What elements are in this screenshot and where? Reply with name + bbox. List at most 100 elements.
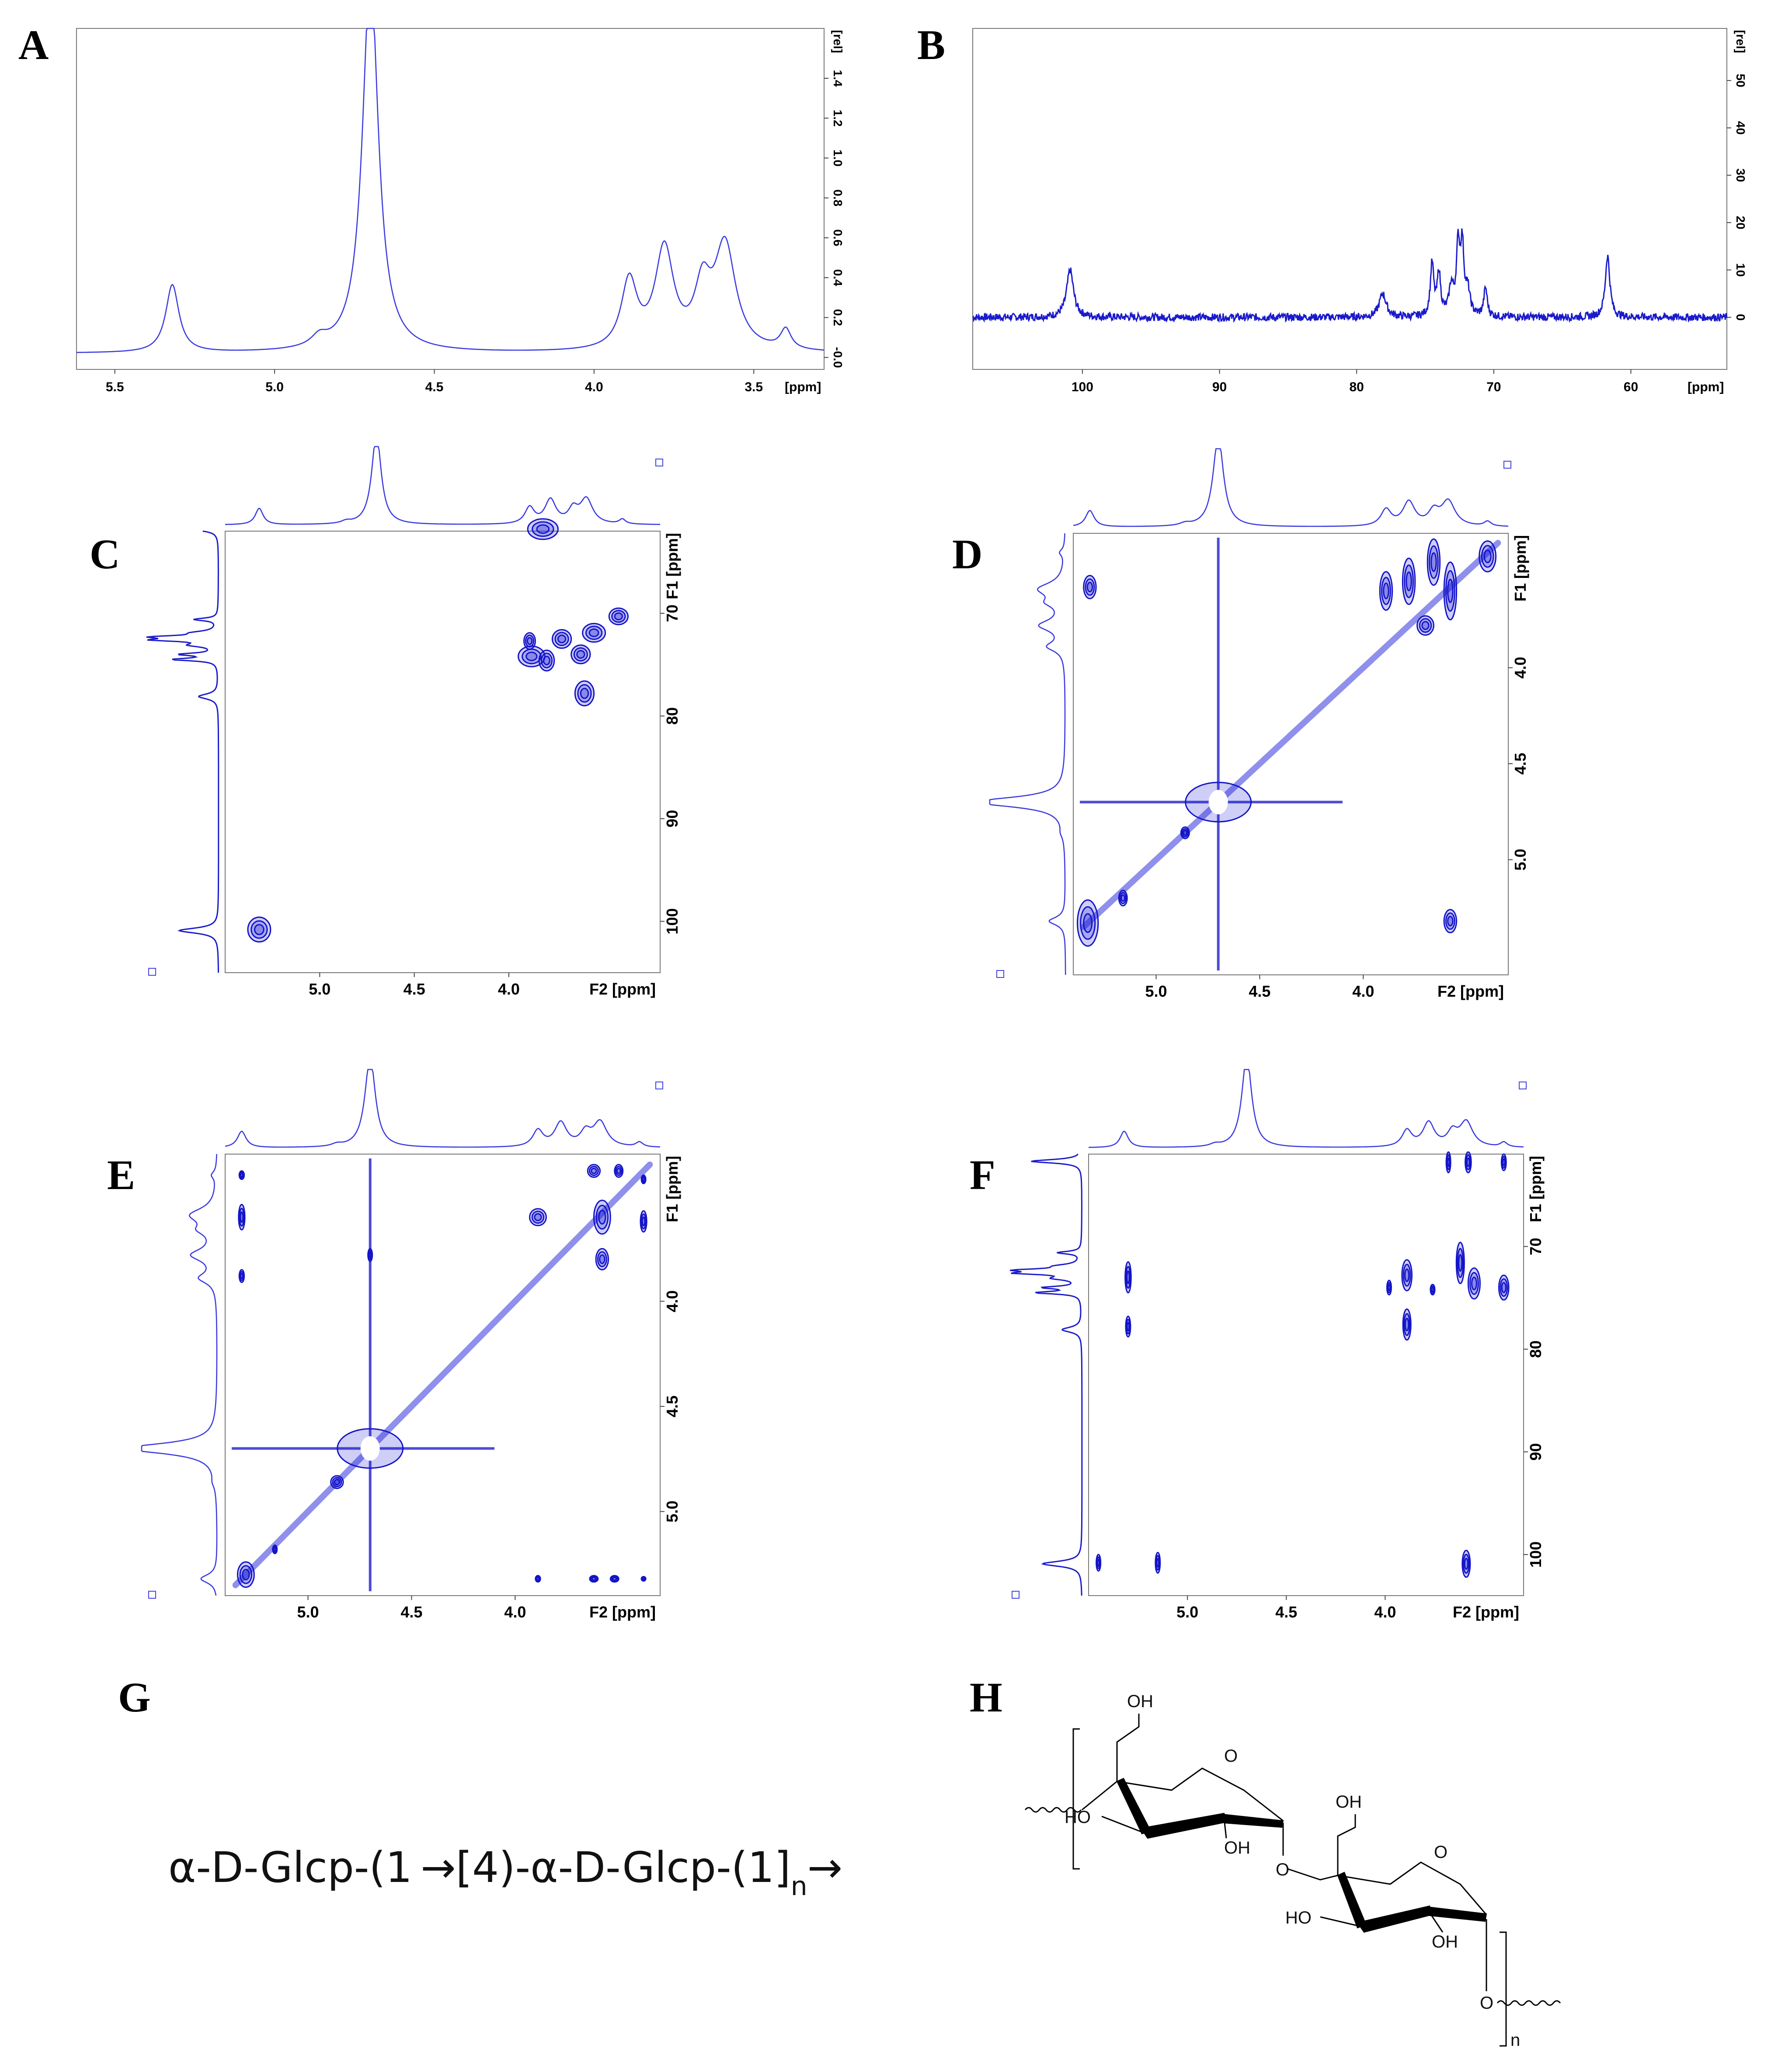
cross-peak-contour	[1383, 582, 1389, 599]
cross-peak-contour	[1387, 1284, 1391, 1291]
cross-peak-contour	[595, 1204, 609, 1230]
cross-peak-contour	[1083, 913, 1093, 933]
corner-marker-top	[1503, 461, 1511, 469]
cross-peak-contour	[611, 610, 626, 623]
y-tick-label: 70	[663, 605, 681, 622]
y-tick-label: 80	[663, 707, 681, 725]
cross-peak-contour	[242, 1569, 250, 1580]
cross-peak-contour	[251, 920, 268, 939]
x-tick-label: 4.0	[585, 380, 603, 394]
x-tick-label: 5.0	[1176, 1603, 1198, 1621]
corner-marker-left	[148, 968, 156, 976]
cross-peak-contour	[1502, 1158, 1506, 1166]
cross-peak	[1443, 909, 1458, 933]
cross-peak-contour	[573, 647, 588, 662]
x-tick-label: 4.5	[404, 980, 425, 998]
x-tick-label: 70	[1486, 380, 1501, 394]
x-tick-label: 4.0	[504, 1603, 526, 1621]
projection-left	[141, 1154, 218, 1596]
cross-peak	[535, 1575, 541, 1583]
y-tick-label: 0.4	[831, 269, 845, 286]
h-label-o-ring1: O	[1224, 1746, 1238, 1766]
panel-a-frame	[76, 28, 825, 370]
x-axis-label: F2 [ppm]	[589, 980, 656, 998]
y-tick-label: 5.0	[663, 1501, 681, 1523]
cross-peak-contour	[1447, 916, 1454, 927]
cross-peak-contour	[614, 612, 623, 620]
cross-peak	[1465, 1151, 1472, 1173]
h-label-o-end: O	[1480, 1993, 1493, 2013]
y-tick-label: 1.0	[831, 150, 845, 167]
cross-peak	[1180, 826, 1190, 839]
panel-label-d: D	[952, 531, 982, 577]
cross-peak	[614, 1164, 624, 1178]
cross-peak	[1467, 1267, 1481, 1300]
cross-peak-contour	[1183, 830, 1188, 836]
h-label-n: n	[1510, 2031, 1520, 2050]
cross-peak-contour	[240, 1211, 244, 1223]
cross-peak	[238, 1170, 245, 1180]
h-label-ho-1: HO	[1065, 1808, 1091, 1827]
cross-peak	[247, 916, 271, 943]
x-tick-label: 80	[1349, 380, 1364, 394]
panel-label-e: E	[107, 1151, 135, 1198]
cross-peak-contour	[585, 626, 603, 640]
cross-peak	[571, 644, 591, 664]
cross-peak	[608, 607, 629, 626]
y-tick-label: 4.5	[663, 1395, 681, 1417]
formula-text: α-D-Glcp-(1 →[4)-α-D-Glcp-(1]n→	[168, 1843, 842, 1902]
projection-top	[225, 1069, 661, 1148]
cross-peak	[582, 623, 606, 643]
cross-peak-contour	[588, 628, 599, 637]
cross-peak	[1443, 561, 1458, 621]
y-tick-label: 70	[1527, 1238, 1545, 1255]
cross-peak	[1386, 1280, 1392, 1296]
cross-peak-contour	[273, 1547, 277, 1552]
x-tick-label: 60	[1624, 380, 1638, 394]
y-tick-label: 4.5	[1511, 753, 1529, 775]
ring2-wedge-right	[1427, 1906, 1487, 1922]
cross-peak-contour	[1471, 1276, 1477, 1290]
x-tick-label: 4.0	[1374, 1603, 1396, 1621]
y-tick-label: 90	[1527, 1443, 1545, 1461]
cross-peak-contour	[1469, 1272, 1479, 1295]
wavy-bond-left	[1024, 1807, 1082, 1813]
panel-label-b: B	[917, 21, 945, 68]
cross-peak	[1402, 557, 1416, 605]
cross-peak	[1076, 899, 1099, 947]
panel-b-13c-spectrum: 100 90 80 70 60 0 10 20 30 40 50 [ppm] [rel]	[972, 28, 1747, 394]
y-tick-label: 30	[1734, 168, 1747, 182]
cross-peak	[1427, 538, 1441, 586]
cross-peak-contour	[576, 650, 585, 659]
x-tick-label: 4.0	[1352, 982, 1374, 1000]
cross-peak-contour	[1086, 581, 1093, 592]
x-tick-label: 4.5	[400, 1603, 422, 1621]
cross-peak-contour	[526, 637, 533, 645]
ring1-wedge-left	[1116, 1777, 1152, 1835]
panel-label-f: F	[970, 1151, 995, 1198]
cross-peak-contour	[580, 688, 589, 699]
cross-peak-contour	[536, 1577, 540, 1581]
y-tick-label: 0.2	[831, 309, 845, 326]
corner-marker-top	[655, 1082, 663, 1089]
panel-d-2d: 5.0 4.5 4.0 F2 [ppm] 4.0 4.5 5.0 F1 [ppm]	[989, 448, 1529, 1000]
cross-peak	[1118, 890, 1128, 907]
ring2-back-bonds	[1337, 1861, 1487, 1915]
ring1-back-bonds	[1082, 1767, 1284, 1822]
projection-top	[1073, 448, 1509, 527]
formula-main: α-D-Glcp-(1 →[4)-α-D-Glcp-(1]	[168, 1843, 791, 1892]
cross-peak	[538, 649, 555, 671]
cross-peak-contour	[1445, 570, 1455, 612]
formula-arrow: →	[807, 1843, 842, 1892]
cross-peak	[640, 1210, 647, 1233]
corner-marker-top	[1519, 1082, 1527, 1089]
ring2-substituents	[1320, 1912, 1487, 1991]
cross-peak-contour	[592, 1577, 596, 1581]
panel-a-x-unit: [ppm]	[785, 380, 821, 394]
cross-peak-contour	[1404, 1268, 1410, 1282]
cross-peak-contour	[597, 1251, 607, 1267]
y-tick-label: -0.0	[831, 347, 845, 368]
cross-peak	[1500, 1153, 1507, 1172]
cross-peak-contour	[1445, 912, 1455, 930]
